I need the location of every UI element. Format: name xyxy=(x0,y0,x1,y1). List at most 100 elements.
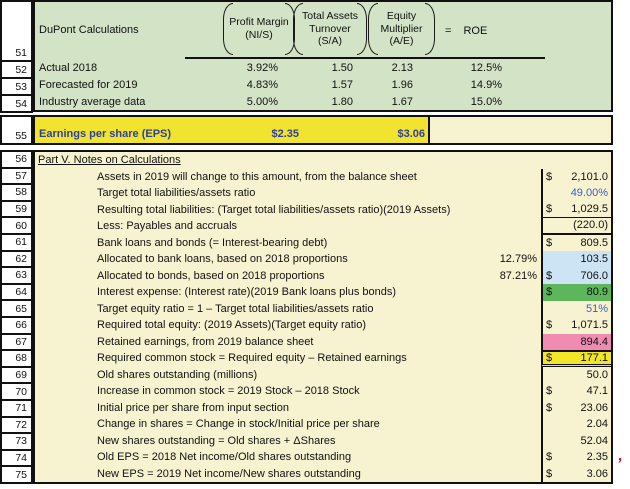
eps-empty-cell[interactable] xyxy=(430,117,611,143)
turnover-value[interactable]: 1.80 xyxy=(331,95,353,108)
dupont-row-actual-2018[interactable]: Actual 2018 3.92% 1.50 2.13 12.5% xyxy=(35,59,611,76)
note-value-cell[interactable]: 52.04 xyxy=(541,432,611,449)
note-row-74[interactable]: Old EPS = 2018 Net income/Old shares out… xyxy=(35,449,611,466)
note-label: Increase in common stock = 2019 Stock – … xyxy=(97,385,360,398)
note-row-60[interactable]: Less: Payables and accruals (220.0) xyxy=(35,218,611,235)
note-row-59[interactable]: Resulting total liabilities: (Target tot… xyxy=(35,201,611,218)
profit-margin-value[interactable]: 3.92% xyxy=(246,61,278,74)
dupont-row-industry-average[interactable]: Industry average data 5.00% 1.80 1.67 15… xyxy=(35,93,611,110)
note-percent: 87.21% xyxy=(499,269,537,282)
red-annotation-mark: ’ xyxy=(615,455,623,474)
row-label: Forecasted for 2019 xyxy=(39,78,138,91)
row-header-66[interactable]: 66 xyxy=(0,315,33,335)
note-value-cell[interactable]: $ 1,029.5 xyxy=(541,201,611,218)
note-row-69[interactable]: Old shares outstanding (millions) 50.0 xyxy=(35,366,611,383)
notes-title-row[interactable]: Part V. Notes on Calculations xyxy=(35,152,611,169)
note-value-cell[interactable]: $ 177.1 xyxy=(541,350,611,367)
note-value-cell[interactable]: $ 1,071.5 xyxy=(541,317,611,334)
profit-margin-value[interactable]: 4.83% xyxy=(246,78,278,91)
note-value: 50.0 xyxy=(586,368,608,381)
note-value: 80.9 xyxy=(586,286,608,299)
turnover-value[interactable]: 1.50 xyxy=(331,61,353,74)
roe-header: = ROE xyxy=(445,25,487,37)
note-value-cell[interactable]: 49.00% xyxy=(541,185,611,202)
roe-value[interactable]: 15.0% xyxy=(470,95,502,108)
note-value-cell[interactable]: $ 23.06 xyxy=(541,399,611,416)
roe-value[interactable]: 12.5% xyxy=(470,61,502,74)
note-value: 103.5 xyxy=(580,253,608,266)
profit-margin-value[interactable]: 5.00% xyxy=(246,95,278,108)
note-row-71[interactable]: Initial price per share from input secti… xyxy=(35,399,611,416)
note-row-64[interactable]: Interest expense: (Interest rate)(2019 B… xyxy=(35,284,611,301)
dupont-section: DuPont Calculations Profit Margin (NI/S)… xyxy=(33,0,613,112)
note-value-cell[interactable]: $ 80.9 xyxy=(541,284,611,301)
row-header-73[interactable]: 73 xyxy=(0,432,33,451)
note-value-cell[interactable]: 50.0 xyxy=(541,366,611,383)
row-label: Industry average data xyxy=(39,95,146,108)
note-value-cell[interactable]: 894.4 xyxy=(541,333,611,350)
note-label: Required total equity: (2019 Assets)(Tar… xyxy=(97,319,367,332)
eps-label: Earnings per share (EPS) xyxy=(39,128,172,140)
note-value-cell[interactable]: $ 2.35 xyxy=(541,449,611,466)
header-line: (A/E) xyxy=(389,35,414,48)
turnover-value[interactable]: 1.57 xyxy=(331,78,353,91)
row-header-61[interactable]: 61 xyxy=(0,232,33,252)
roe-value[interactable]: 14.9% xyxy=(470,78,502,91)
note-row-75[interactable]: New EPS = 2019 Net income/New shares out… xyxy=(35,465,611,482)
eps-row: Earnings per share (EPS) $2.35 $3.06 xyxy=(33,115,613,145)
note-row-73[interactable]: New shares outstanding = Old shares + ΔS… xyxy=(35,432,611,449)
note-value: 1,029.5 xyxy=(571,203,608,216)
multiplier-value[interactable]: 2.13 xyxy=(391,61,413,74)
note-label: Allocated to bonds, based on 2018 propor… xyxy=(97,269,325,282)
note-row-62[interactable]: Allocated to bank loans, based on 2018 p… xyxy=(35,251,611,268)
note-value-cell[interactable]: $ 2,101.0 xyxy=(541,168,611,185)
note-value-cell[interactable]: (220.0) xyxy=(541,218,611,235)
row-header-51[interactable]: 51 xyxy=(0,0,33,62)
multiplier-value[interactable]: 1.96 xyxy=(391,78,413,91)
note-row-61[interactable]: Bank loans and bonds (= Interest-bearing… xyxy=(35,234,611,251)
multiplier-value[interactable]: 1.67 xyxy=(391,95,413,108)
note-row-68[interactable]: Required common stock = Required equity … xyxy=(35,350,611,367)
note-value: 809.5 xyxy=(580,236,608,249)
note-value-cell[interactable]: $ 47.1 xyxy=(541,383,611,400)
note-value-cell[interactable]: $ 706.0 xyxy=(541,267,611,284)
note-value-cell[interactable]: $ 809.5 xyxy=(541,234,611,251)
note-row-57[interactable]: Assets in 2019 will change to this amoun… xyxy=(35,168,611,185)
eps-old-value[interactable]: $2.35 xyxy=(271,128,299,140)
notes-section: Part V. Notes on Calculations Assets in … xyxy=(33,150,613,484)
note-value: 894.4 xyxy=(580,335,608,348)
note-label: Change in shares = Change in stock/Initi… xyxy=(97,418,380,431)
note-value: (220.0) xyxy=(573,219,608,232)
note-value-cell[interactable]: 2.04 xyxy=(541,416,611,433)
dollar-sign: $ xyxy=(546,269,553,282)
note-row-66[interactable]: Required total equity: (2019 Assets)(Tar… xyxy=(35,317,611,334)
note-value-cell[interactable]: $ 3.06 xyxy=(541,465,611,482)
dollar-sign: $ xyxy=(546,319,553,332)
eps-highlight-cell[interactable]: Earnings per share (EPS) $2.35 $3.06 xyxy=(35,117,430,143)
equals-sign: = xyxy=(445,25,452,37)
note-row-70[interactable]: Increase in common stock = 2019 Stock – … xyxy=(35,383,611,400)
note-percent: 12.79% xyxy=(499,253,537,266)
note-value: 177.1 xyxy=(580,351,608,364)
eps-new-value[interactable]: $3.06 xyxy=(397,128,425,140)
row-header-55[interactable]: 55 xyxy=(0,115,33,145)
dupont-row-forecast-2019[interactable]: Forecasted for 2019 4.83% 1.57 1.96 14.9… xyxy=(35,76,611,93)
note-label: Target total liabilities/assets ratio xyxy=(97,187,256,200)
row-header-53[interactable]: 53 xyxy=(0,77,33,96)
note-value-cell[interactable]: 51% xyxy=(541,300,611,317)
note-row-72[interactable]: Change in shares = Change in stock/Initi… xyxy=(35,416,611,433)
dollar-sign: $ xyxy=(546,170,553,183)
note-label: Old EPS = 2018 Net income/Old shares out… xyxy=(97,451,352,464)
dollar-sign: $ xyxy=(546,401,553,414)
row-header-75[interactable]: 75 xyxy=(0,465,33,484)
note-row-67[interactable]: Retained earnings, from 2019 balance she… xyxy=(35,333,611,350)
header-line: Multiplier xyxy=(380,22,423,35)
header-line: Equity xyxy=(386,10,417,23)
note-value: 2.35 xyxy=(586,451,608,464)
note-value-cell[interactable]: 103.5 xyxy=(541,251,611,268)
row-header-54[interactable]: 54 xyxy=(0,94,33,113)
dollar-sign: $ xyxy=(546,236,553,249)
note-row-58[interactable]: Target total liabilities/assets ratio 49… xyxy=(35,185,611,202)
note-row-65[interactable]: Target equity ratio = 1 – Target total l… xyxy=(35,300,611,317)
note-row-63[interactable]: Allocated to bonds, based on 2018 propor… xyxy=(35,267,611,284)
